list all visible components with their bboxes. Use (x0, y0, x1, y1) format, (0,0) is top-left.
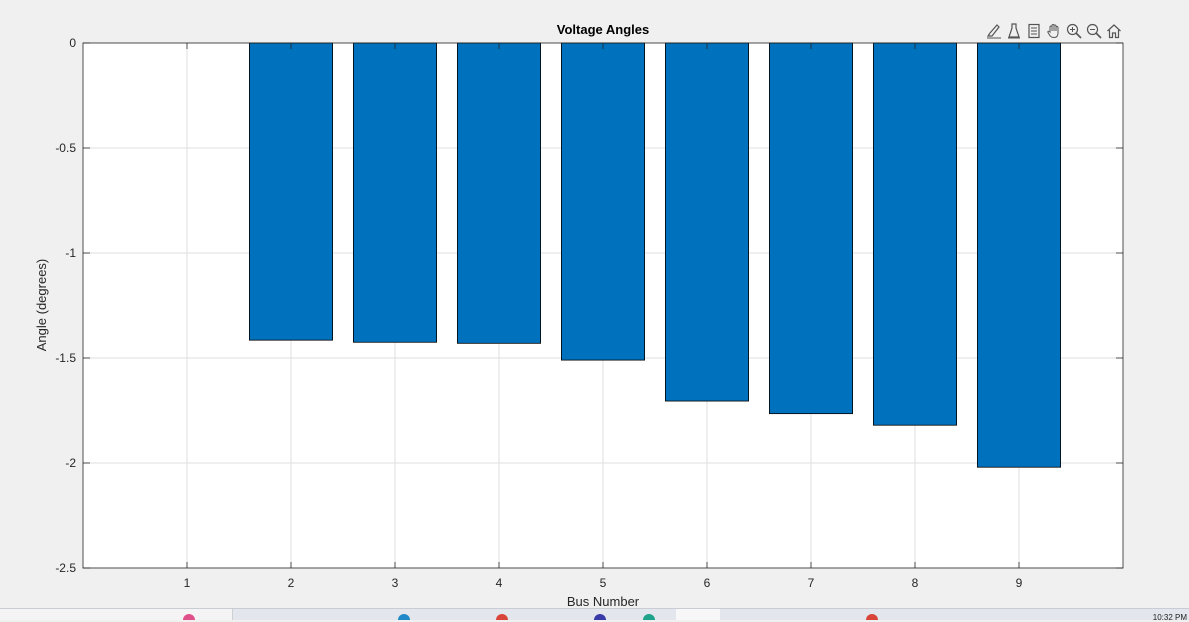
zoom-out-icon[interactable] (1084, 22, 1103, 41)
taskbar-app-icon[interactable] (183, 614, 195, 620)
brush-icon[interactable] (984, 22, 1003, 41)
pan-hand-icon[interactable] (1044, 22, 1063, 41)
bar-bus-5[interactable] (561, 42, 646, 361)
y-tick-label: -1 (65, 246, 76, 260)
bars-group (248, 42, 1062, 468)
x-tick-label: 6 (704, 576, 711, 590)
x-tick-label: 2 (288, 576, 295, 590)
y-tick-label: -2.5 (55, 561, 76, 575)
x-tick-label: 7 (808, 576, 815, 590)
taskbar: 10:32 PM (0, 608, 1189, 622)
x-tick-label: 1 (184, 576, 191, 590)
legend-icon[interactable] (1024, 22, 1043, 41)
y-tick-label: -2 (65, 456, 76, 470)
x-tick-labels: 1 2 3 4 5 6 7 8 9 (184, 576, 1023, 590)
tick-marks (83, 42, 1123, 569)
y-tick-label: -1.5 (55, 351, 76, 365)
bar-bus-2[interactable] (248, 42, 333, 341)
bar-bus-3[interactable] (352, 42, 437, 343)
x-tick-label: 9 (1016, 576, 1023, 590)
x-axis-label: Bus Number (567, 594, 640, 609)
taskbar-app-icon[interactable] (594, 614, 606, 620)
y-tick-labels: 0 -0.5 -1 -1.5 -2 -2.5 (55, 36, 76, 575)
home-icon[interactable] (1104, 22, 1123, 41)
y-tick-label: 0 (69, 36, 76, 50)
bar-bus-4[interactable] (456, 42, 541, 344)
x-tick-label: 8 (912, 576, 919, 590)
taskbar-app-icon[interactable] (643, 614, 655, 620)
y-axis-label: Angle (degrees) (34, 259, 49, 352)
taskbar-active-app[interactable] (676, 609, 720, 620)
taskbar-clock: 10:32 PM (1152, 613, 1187, 622)
x-tick-label: 3 (392, 576, 399, 590)
taskbar-app-icon[interactable] (398, 614, 410, 620)
data-tips-icon[interactable] (1004, 22, 1023, 41)
taskbar-search-area[interactable] (0, 609, 233, 620)
axes-toolbar (984, 21, 1123, 41)
chart-title: Voltage Angles (557, 22, 649, 37)
taskbar-app-icon[interactable] (866, 614, 878, 620)
bar-bus-8[interactable] (873, 42, 958, 426)
bar-bus-9[interactable] (977, 42, 1062, 468)
y-tick-label: -0.5 (55, 141, 76, 155)
taskbar-app-icon[interactable] (496, 614, 508, 620)
x-tick-label: 4 (496, 576, 503, 590)
bar-bus-7[interactable] (769, 42, 854, 415)
zoom-in-icon[interactable] (1064, 22, 1083, 41)
x-tick-label: 5 (600, 576, 607, 590)
bar-bus-6[interactable] (665, 42, 750, 402)
